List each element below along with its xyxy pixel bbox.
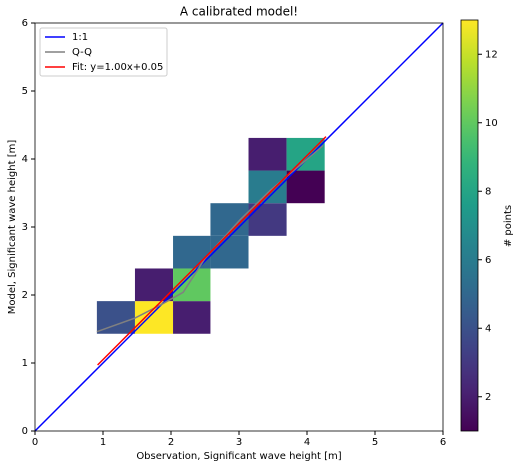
colorbar-tick-label: 8 [485,186,491,197]
colorbar-tick-label: 10 [485,118,498,129]
legend-label: Q-Q [72,47,92,58]
colorbar [460,19,479,432]
colorbar-tick-label: 4 [485,323,491,334]
y-tick-label: 2 [22,290,28,301]
y-tick-label: 6 [22,18,28,29]
y-tick-label: 0 [22,426,28,437]
y-tick-label: 4 [22,154,28,165]
series-line [97,136,327,366]
colorbar-tick-label: 6 [485,255,491,266]
legend-box [39,27,168,77]
chart-title: A calibrated model! [180,5,298,19]
y-axis-label: Model, Significant wave height [m] [7,140,18,315]
colorbar-tick-label: 12 [485,49,498,60]
x-axis-label: Observation, Significant wave height [m] [136,451,341,462]
legend-label: 1:1 [72,32,88,43]
hist-cell [248,137,287,171]
hist-cell [173,235,211,269]
hist-cell [173,301,211,334]
x-tick-label: 6 [440,437,446,448]
hist-cell [96,301,135,334]
x-tick-label: 2 [168,437,174,448]
hist-cell [210,235,249,269]
y-tick-label: 5 [22,86,28,97]
hist-cell [286,170,325,204]
x-tick-label: 0 [32,437,38,448]
hist-cell [134,301,174,334]
x-tick-label: 5 [372,437,378,448]
colorbar-tick-label: 2 [485,392,491,403]
x-tick-label: 4 [304,437,310,448]
x-tick-label: 3 [236,437,242,448]
colorbar-label: # points [503,205,514,247]
series-line [34,22,444,432]
y-tick-label: 1 [22,358,28,369]
y-tick-label: 3 [22,222,28,233]
x-tick-label: 1 [100,437,106,448]
legend-label: Fit: y=1.00x+0.05 [72,62,163,73]
